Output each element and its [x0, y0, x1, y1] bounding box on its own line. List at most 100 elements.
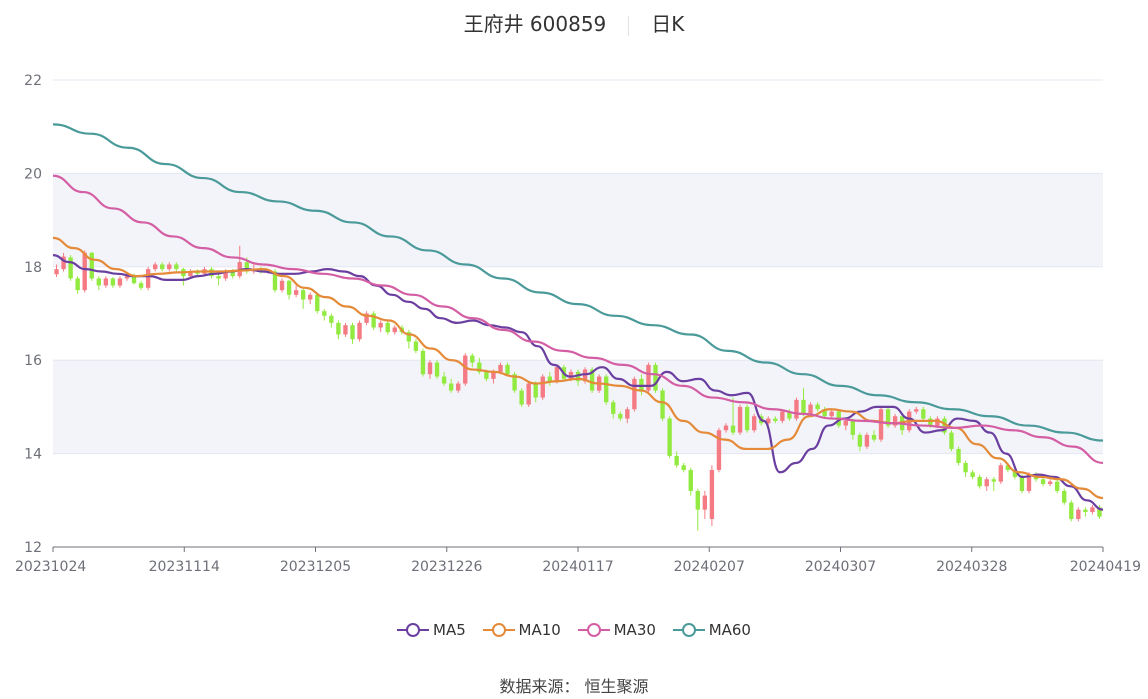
candle-body	[448, 383, 454, 391]
ma-line-ma60	[52, 123, 1104, 442]
candle	[822, 406, 827, 419]
candle-body	[625, 409, 630, 419]
candle-body	[533, 383, 538, 398]
candle	[174, 262, 179, 272]
candle-body	[124, 276, 130, 279]
candle	[350, 322, 355, 344]
x-tick-label: 20231205	[280, 559, 351, 575]
candle	[625, 406, 630, 424]
candle-body	[491, 371, 496, 379]
candle-body	[822, 409, 827, 417]
candle-body	[512, 374, 517, 391]
candle-body	[1062, 490, 1067, 503]
legend-item-ma10[interactable]: MA10	[482, 621, 561, 639]
candle-body	[963, 462, 968, 473]
candle	[653, 362, 658, 393]
candle	[392, 325, 397, 335]
candle	[89, 251, 94, 281]
candle-body	[695, 490, 700, 510]
grid-band	[53, 453, 1103, 547]
candle-body	[1005, 465, 1011, 470]
ma5-legend-icon	[397, 623, 429, 637]
candle-body	[568, 371, 574, 379]
candle-body	[632, 378, 637, 410]
candle-body	[970, 472, 975, 477]
candle	[420, 348, 426, 377]
candle-body	[1090, 507, 1095, 512]
candle-body	[780, 411, 785, 421]
candle-body	[322, 311, 327, 316]
candle-body	[230, 271, 235, 277]
candle-body	[406, 332, 412, 342]
candle	[1097, 504, 1102, 519]
candle-body	[216, 276, 221, 279]
candle	[286, 279, 292, 300]
candle	[336, 320, 341, 340]
candle-body	[857, 434, 863, 447]
candle-body	[293, 290, 299, 295]
candle-body	[427, 362, 433, 375]
candle	[632, 376, 637, 412]
title-separator	[628, 15, 630, 36]
legend-item-ma5[interactable]: MA5	[397, 621, 466, 639]
candle-body	[766, 418, 771, 424]
candle	[1047, 479, 1053, 487]
candle	[293, 285, 299, 298]
candle	[709, 465, 715, 526]
grid-band	[53, 173, 1103, 267]
candle-body	[484, 371, 489, 379]
candle-body	[589, 369, 595, 391]
candle-body	[1026, 474, 1032, 491]
candle	[322, 308, 327, 321]
ma30-legend-icon	[577, 623, 610, 637]
candle	[413, 339, 419, 354]
candle-body	[526, 383, 531, 405]
candle-body	[110, 278, 116, 286]
candle-body	[892, 416, 898, 426]
candle-body	[660, 390, 665, 419]
candle-body	[730, 425, 736, 433]
candle	[167, 262, 172, 272]
candle-body	[498, 364, 503, 372]
x-tick-label: 20231114	[149, 559, 220, 575]
candle	[864, 432, 870, 449]
candle-body	[82, 252, 87, 291]
candle-body	[1083, 509, 1088, 512]
candle	[815, 402, 820, 412]
candle-body	[272, 271, 278, 291]
candle	[315, 292, 320, 314]
candle	[378, 320, 383, 333]
candle	[1083, 507, 1088, 517]
y-tick-label: 18	[24, 260, 42, 276]
candle-body	[928, 418, 933, 426]
candle	[406, 329, 412, 349]
x-tick-label: 20240307	[805, 559, 876, 575]
candle	[343, 322, 348, 337]
candle	[117, 276, 123, 288]
candle-body	[829, 411, 834, 417]
candle	[1076, 507, 1081, 522]
candle-body	[709, 469, 715, 519]
candle	[82, 250, 87, 293]
y-tick-label: 16	[24, 353, 42, 369]
candle	[1090, 504, 1095, 515]
candle-body	[209, 269, 214, 277]
candle	[681, 462, 686, 473]
candle	[75, 276, 80, 294]
candle-body	[547, 376, 552, 382]
candle	[456, 381, 461, 393]
candle	[1069, 500, 1074, 522]
candle	[850, 418, 856, 440]
candle-body	[441, 376, 447, 384]
candle	[674, 451, 679, 468]
candle	[660, 388, 665, 421]
candle	[744, 404, 750, 433]
legend-item-ma60[interactable]: MA60	[672, 621, 751, 639]
legend-item-ma30[interactable]: MA30	[577, 621, 656, 639]
moving-average-lines	[52, 123, 1104, 511]
grid-band	[53, 266, 1103, 361]
candle	[942, 416, 947, 435]
candle	[434, 360, 440, 379]
candle	[96, 276, 101, 291]
candle	[780, 409, 785, 424]
